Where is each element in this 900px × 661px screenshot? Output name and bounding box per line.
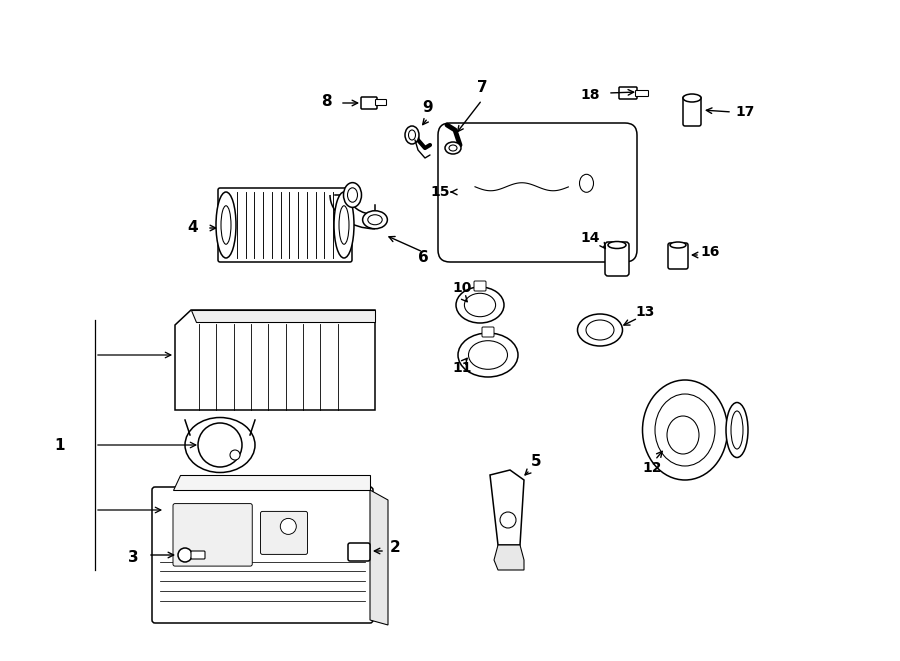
Ellipse shape <box>683 94 701 102</box>
FancyBboxPatch shape <box>361 97 377 109</box>
Text: 4: 4 <box>188 221 198 235</box>
Ellipse shape <box>363 211 387 229</box>
Ellipse shape <box>655 394 715 466</box>
Ellipse shape <box>368 215 382 225</box>
FancyBboxPatch shape <box>619 87 637 99</box>
Ellipse shape <box>469 340 508 369</box>
Text: 15: 15 <box>430 185 450 199</box>
FancyBboxPatch shape <box>668 243 688 269</box>
FancyBboxPatch shape <box>218 188 352 262</box>
Polygon shape <box>370 490 388 625</box>
Ellipse shape <box>339 206 349 245</box>
FancyBboxPatch shape <box>474 281 486 291</box>
Ellipse shape <box>456 287 504 323</box>
Text: 8: 8 <box>320 95 331 110</box>
FancyBboxPatch shape <box>348 543 370 561</box>
Ellipse shape <box>586 320 614 340</box>
FancyBboxPatch shape <box>635 91 649 97</box>
Polygon shape <box>175 310 375 410</box>
Ellipse shape <box>731 411 743 449</box>
Text: 13: 13 <box>635 305 654 319</box>
Polygon shape <box>490 470 524 545</box>
Ellipse shape <box>409 130 416 140</box>
FancyBboxPatch shape <box>152 487 373 623</box>
Ellipse shape <box>334 192 354 258</box>
Circle shape <box>230 450 240 460</box>
Text: 16: 16 <box>700 245 720 259</box>
Text: 10: 10 <box>453 281 472 295</box>
Ellipse shape <box>216 192 236 258</box>
Ellipse shape <box>185 418 255 473</box>
Text: 1: 1 <box>55 438 65 453</box>
Polygon shape <box>191 310 375 322</box>
FancyBboxPatch shape <box>482 327 494 337</box>
Ellipse shape <box>580 175 593 192</box>
FancyBboxPatch shape <box>375 100 386 106</box>
Ellipse shape <box>458 333 518 377</box>
Text: 17: 17 <box>735 105 755 119</box>
Text: 12: 12 <box>643 461 662 475</box>
Ellipse shape <box>667 416 699 454</box>
Text: 18: 18 <box>580 88 599 102</box>
Text: 2: 2 <box>390 541 400 555</box>
FancyBboxPatch shape <box>260 512 308 555</box>
Ellipse shape <box>726 403 748 457</box>
FancyBboxPatch shape <box>191 551 205 559</box>
Circle shape <box>280 518 296 534</box>
FancyBboxPatch shape <box>438 123 637 262</box>
Ellipse shape <box>445 142 461 154</box>
Circle shape <box>178 548 192 562</box>
Text: 5: 5 <box>531 455 541 469</box>
Ellipse shape <box>449 145 457 151</box>
Text: 14: 14 <box>580 231 599 245</box>
FancyBboxPatch shape <box>173 504 252 566</box>
Ellipse shape <box>344 182 362 208</box>
Ellipse shape <box>608 241 626 249</box>
Ellipse shape <box>347 188 357 202</box>
Text: 3: 3 <box>128 551 139 566</box>
Text: 9: 9 <box>423 100 433 116</box>
FancyBboxPatch shape <box>683 96 701 126</box>
Polygon shape <box>173 475 370 490</box>
Polygon shape <box>494 545 524 570</box>
Ellipse shape <box>405 126 419 144</box>
Circle shape <box>198 423 242 467</box>
FancyBboxPatch shape <box>605 242 629 276</box>
Text: 6: 6 <box>418 251 428 266</box>
Text: 11: 11 <box>452 361 472 375</box>
Circle shape <box>500 512 516 528</box>
Text: 7: 7 <box>477 81 487 95</box>
Ellipse shape <box>464 293 496 317</box>
Ellipse shape <box>670 242 686 248</box>
Ellipse shape <box>643 380 727 480</box>
Ellipse shape <box>221 206 231 245</box>
Ellipse shape <box>578 314 623 346</box>
